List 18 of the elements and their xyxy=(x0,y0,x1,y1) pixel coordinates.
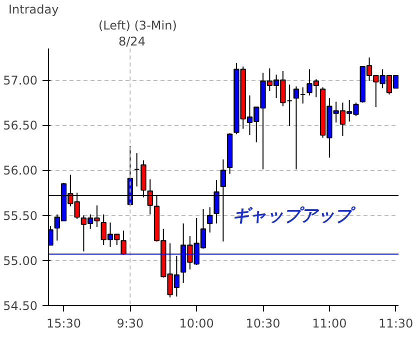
candlestick xyxy=(120,230,126,256)
y-tick-label: 56.50 xyxy=(3,118,38,133)
x-tick-label: 15:30 xyxy=(46,316,82,330)
chart-title: Intraday xyxy=(8,2,59,16)
text: 8/24 xyxy=(118,34,146,48)
candlestick xyxy=(207,206,213,233)
x-tick-label: 9:30 xyxy=(116,316,144,330)
x-tick-label: 11:00 xyxy=(312,316,347,330)
y-tick-label: 55.00 xyxy=(3,254,38,268)
x-tick-label: 10:30 xyxy=(246,316,280,330)
chart-subtitle: (Left) (3-Min) xyxy=(98,18,177,32)
y-tick-label: 55.50 xyxy=(3,208,38,223)
y-tick-label: 56.00 xyxy=(3,164,38,178)
x-tick-label: 10:00 xyxy=(179,316,214,330)
y-tick-label: 57.00 xyxy=(3,74,38,88)
y-tick-label: 54.50 xyxy=(3,299,38,313)
x-tick-label: 11:30 xyxy=(378,316,414,330)
annotation: ギャップアップ xyxy=(232,206,356,226)
